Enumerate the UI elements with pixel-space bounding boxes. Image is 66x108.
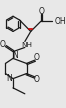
Text: N: N bbox=[6, 74, 12, 83]
Text: O: O bbox=[0, 40, 6, 49]
Text: O: O bbox=[39, 7, 45, 16]
Text: N: N bbox=[13, 51, 18, 60]
Text: O: O bbox=[34, 53, 40, 62]
Text: OH: OH bbox=[54, 17, 66, 26]
Text: O: O bbox=[34, 75, 40, 84]
Text: NH: NH bbox=[21, 42, 32, 48]
